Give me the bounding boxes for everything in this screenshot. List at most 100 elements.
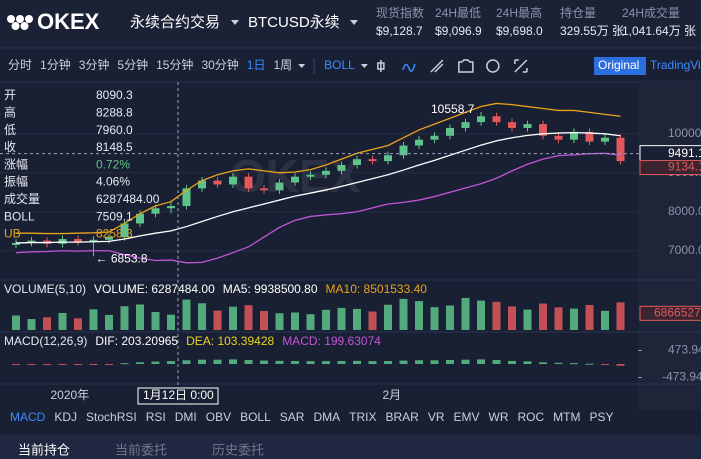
candle-body	[508, 122, 516, 128]
bar	[415, 301, 423, 330]
indicator-tab[interactable]: PSY	[590, 410, 614, 424]
toolbar-icon[interactable]	[430, 59, 444, 73]
interval-button[interactable]: 30分钟	[201, 57, 238, 72]
bar	[244, 305, 253, 330]
bar	[244, 360, 253, 364]
bar	[508, 360, 516, 364]
candle-body	[399, 145, 408, 156]
candle-body	[182, 188, 191, 206]
stat-value: $9,096.9	[435, 24, 482, 38]
mode-button-active[interactable]	[594, 57, 646, 75]
bottom-tab[interactable]: 历史委托	[212, 442, 264, 457]
indicator-tab[interactable]: BRAR	[385, 410, 419, 424]
bar	[275, 313, 284, 330]
bar	[384, 361, 392, 364]
header	[0, 0, 701, 48]
indicator-tab[interactable]: MTM	[553, 410, 580, 424]
bar	[430, 307, 439, 330]
indicator-tab[interactable]: KDJ	[54, 410, 77, 424]
candle-body	[415, 139, 423, 146]
y-tick-label: 10000.0	[668, 126, 701, 140]
interval-button[interactable]: 15分钟	[156, 57, 193, 72]
info-label: 低	[4, 123, 16, 137]
toolbar-icon[interactable]	[514, 59, 528, 73]
indicator-button[interactable]: BOLL	[324, 58, 355, 72]
contract-selector[interactable]: BTCUSD永续	[248, 14, 340, 31]
bar	[136, 304, 144, 330]
indicator-tab[interactable]: MACD	[10, 410, 46, 424]
high-annotation: 10558.7	[431, 102, 475, 116]
toolbar-icon[interactable]	[377, 60, 385, 72]
panel-title: VOLUME(5,10)	[4, 282, 86, 296]
interval-button[interactable]: 1日	[247, 58, 266, 72]
bar	[322, 309, 330, 330]
candle-body	[337, 164, 346, 171]
bar	[182, 299, 191, 330]
mode-button[interactable]: TradingView	[650, 58, 701, 72]
info-label: 成交量	[4, 191, 40, 206]
interval-button[interactable]: 5分钟	[117, 57, 148, 72]
indicator-tab[interactable]: StochRSI	[86, 410, 137, 424]
candle-body	[601, 137, 609, 142]
interval-button[interactable]: 分时	[8, 58, 32, 72]
indicator-tab[interactable]: VR	[428, 410, 445, 424]
indicator-tab[interactable]: EMV	[453, 410, 479, 424]
bar	[120, 306, 129, 330]
bar	[198, 359, 206, 364]
panel-title: MACD(12,26,9)	[4, 334, 87, 348]
indicator-tab[interactable]: OBV	[206, 410, 231, 424]
toolbar-icon[interactable]	[402, 63, 416, 72]
interval-button[interactable]: 1分钟	[40, 57, 71, 72]
bar	[523, 361, 532, 364]
candle-body	[198, 180, 206, 189]
candle-body	[477, 116, 485, 123]
x-label: 2月	[383, 388, 402, 402]
y-tick-label: 473.94	[668, 343, 701, 357]
bottom-tab[interactable]: 当前持仓	[18, 442, 70, 457]
toolbar-icon[interactable]	[486, 59, 500, 73]
bar	[353, 360, 361, 364]
bar	[198, 303, 206, 330]
bar	[151, 312, 160, 330]
bar	[12, 364, 20, 365]
indicator-tab[interactable]: TRIX	[349, 410, 376, 424]
interval-button[interactable]: 1周	[273, 58, 292, 72]
bar	[291, 312, 299, 330]
info-value: 8148.5	[96, 140, 133, 154]
stat-label: 24H成交量	[622, 5, 680, 20]
bottom-bar	[0, 435, 701, 459]
indicator-tab[interactable]: RSI	[146, 410, 166, 424]
bar	[151, 361, 160, 364]
indicator-tab[interactable]: ROC	[518, 410, 545, 424]
logo-icon	[7, 15, 33, 30]
candle-body	[306, 174, 315, 177]
logo[interactable]: OKEX	[37, 9, 100, 34]
indicator-tab[interactable]: WR	[489, 410, 509, 424]
panel-stat: DEA: 103.39428	[186, 334, 274, 348]
interval-button[interactable]: 3分钟	[79, 57, 110, 72]
candle-body	[74, 239, 82, 242]
indicator-tabs: MACD KDJ StochRSI RSI DMI OBV BOLL SAR DMA TRIX BR…	[10, 410, 614, 424]
bar	[616, 364, 625, 366]
stat-label: 持仓量	[560, 5, 596, 20]
indicator-tab[interactable]: SAR	[280, 410, 305, 424]
bar	[446, 305, 454, 330]
dropdown-arrow	[350, 20, 358, 25]
bar	[306, 314, 315, 330]
low-annotation: ← 6853.8	[96, 252, 148, 266]
candle-body	[539, 124, 547, 136]
bar	[229, 359, 237, 364]
product-selector[interactable]: 永续合约交易	[130, 13, 220, 31]
indicator-tab[interactable]: DMA	[313, 410, 340, 424]
mode-button[interactable]: Original	[598, 58, 639, 72]
toolbar-icon[interactable]	[458, 59, 474, 73]
panel-stat: MA10: 8501533.40	[326, 282, 428, 296]
y-tick-label: 7000.0	[668, 243, 701, 257]
bottom-tab[interactable]: 当前委托	[115, 442, 167, 457]
info-value: 7509.1	[96, 209, 133, 223]
bar	[508, 306, 516, 330]
panel-stat: MACD: 199.63074	[282, 334, 381, 348]
indicator-tab[interactable]: DMI	[175, 410, 197, 424]
indicator-tab[interactable]: BOLL	[240, 410, 271, 424]
bar	[105, 314, 113, 330]
